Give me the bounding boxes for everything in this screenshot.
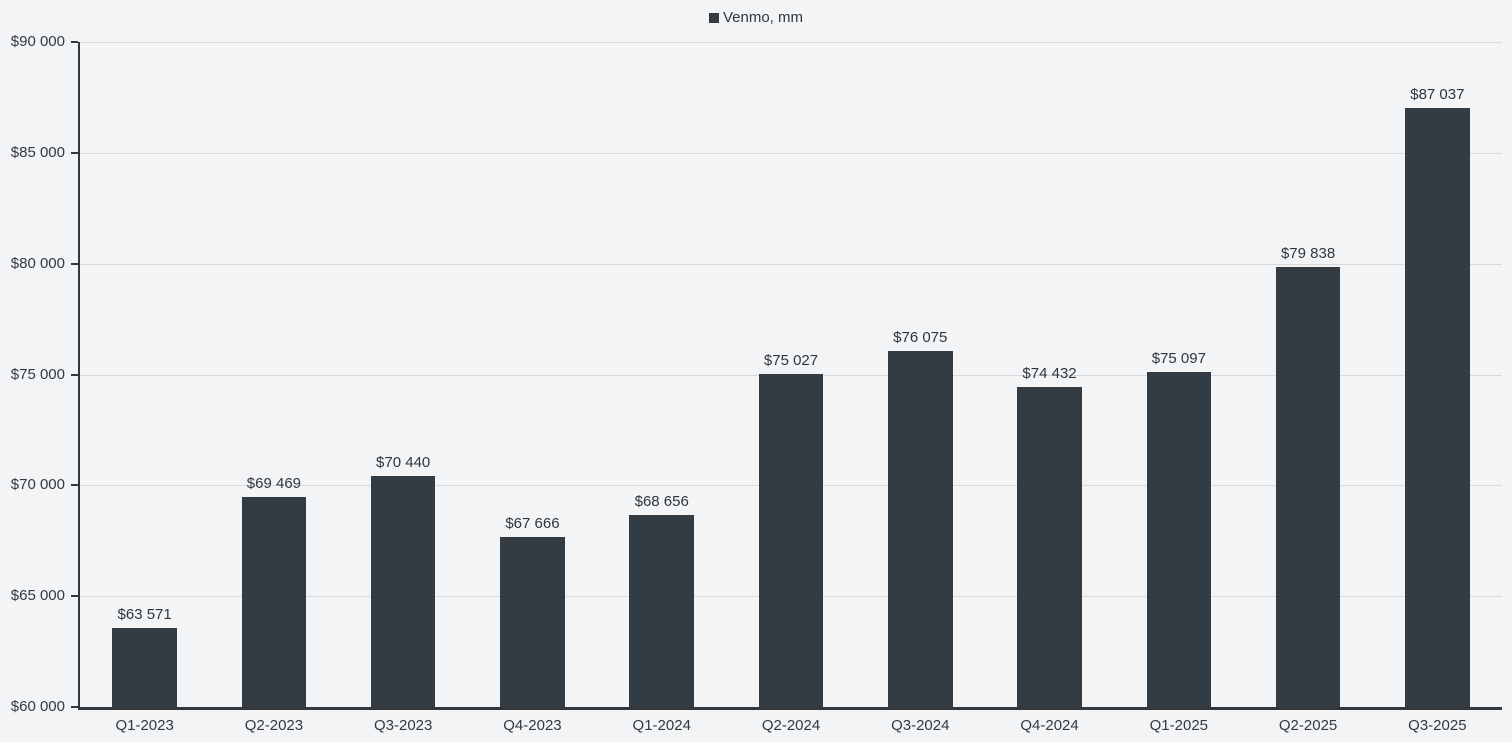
y-axis-label: $65 000 [10,587,65,604]
bar-q1-2023 [112,628,177,707]
x-axis-label: Q3-2024 [891,717,950,734]
y-axis-tick [71,263,78,265]
bar-value-label: $67 666 [505,515,560,532]
bar-value-label: $69 469 [246,475,302,492]
bar-q3-2025 [1405,108,1470,707]
bar-q2-2025 [1275,267,1341,707]
y-axis-tick [71,374,78,376]
y-axis-label: $75 000 [10,366,65,383]
y-gridline [80,42,1502,43]
x-axis-label: Q2-2024 [761,717,821,734]
x-axis-label: Q3-2025 [1408,717,1467,734]
x-axis-label: Q4-2023 [503,717,562,734]
plot-area: $60 000 $65 000 $70 000 $75 000 $80 000 $85 0… [11,33,1502,734]
bar-q3-2023 [370,476,436,707]
x-axis-label: Q2-2025 [1278,717,1338,734]
y-axis-label: $85 000 [10,144,65,161]
bar-value-label: $75 027 [763,352,819,369]
bar-q3-2024 [887,351,953,707]
bar-q2-2024 [758,374,824,707]
chart-legend: Venmo, mm [0,9,1512,26]
y-axis-label: $60 000 [10,698,65,715]
bar-value-label: $70 440 [376,454,431,471]
x-axis-label: Q3-2023 [373,717,433,734]
y-axis-tick [71,152,78,154]
bar-q4-2023 [500,537,565,707]
bar-q2-2023 [241,497,307,707]
y-axis-label: $80 000 [10,255,65,272]
y-axis-tick [71,41,78,43]
bar-value-label: $79 838 [1280,245,1336,262]
bar-value-label: $74 432 [1022,365,1077,382]
bar-value-label: $63 571 [117,606,172,623]
bar-q1-2025 [1146,372,1212,707]
y-gridline [80,264,1502,265]
y-axis-tick [71,484,78,486]
legend-label: Venmo, mm [722,9,804,26]
x-axis-label: Q2-2023 [244,717,304,734]
bar-value-label: $75 097 [1151,350,1206,367]
y-axis-tick [71,595,78,597]
bar-value-label: $68 656 [634,493,689,510]
y-axis-tick [71,706,78,708]
legend-swatch-icon [708,12,719,23]
y-gridline [80,153,1502,154]
y-axis-label: $90 000 [10,33,65,50]
y-axis-label: $70 000 [10,476,65,493]
bar-q4-2024 [1017,387,1082,707]
x-axis-label: Q1-2025 [1149,717,1208,734]
bar-q1-2024 [629,515,695,707]
bar-value-label: $87 037 [1410,86,1465,103]
bar-value-label: $76 075 [893,329,948,346]
x-axis-label: Q4-2024 [1020,717,1079,734]
x-axis-label: Q1-2024 [632,717,691,734]
x-axis-label: Q1-2023 [115,717,174,734]
